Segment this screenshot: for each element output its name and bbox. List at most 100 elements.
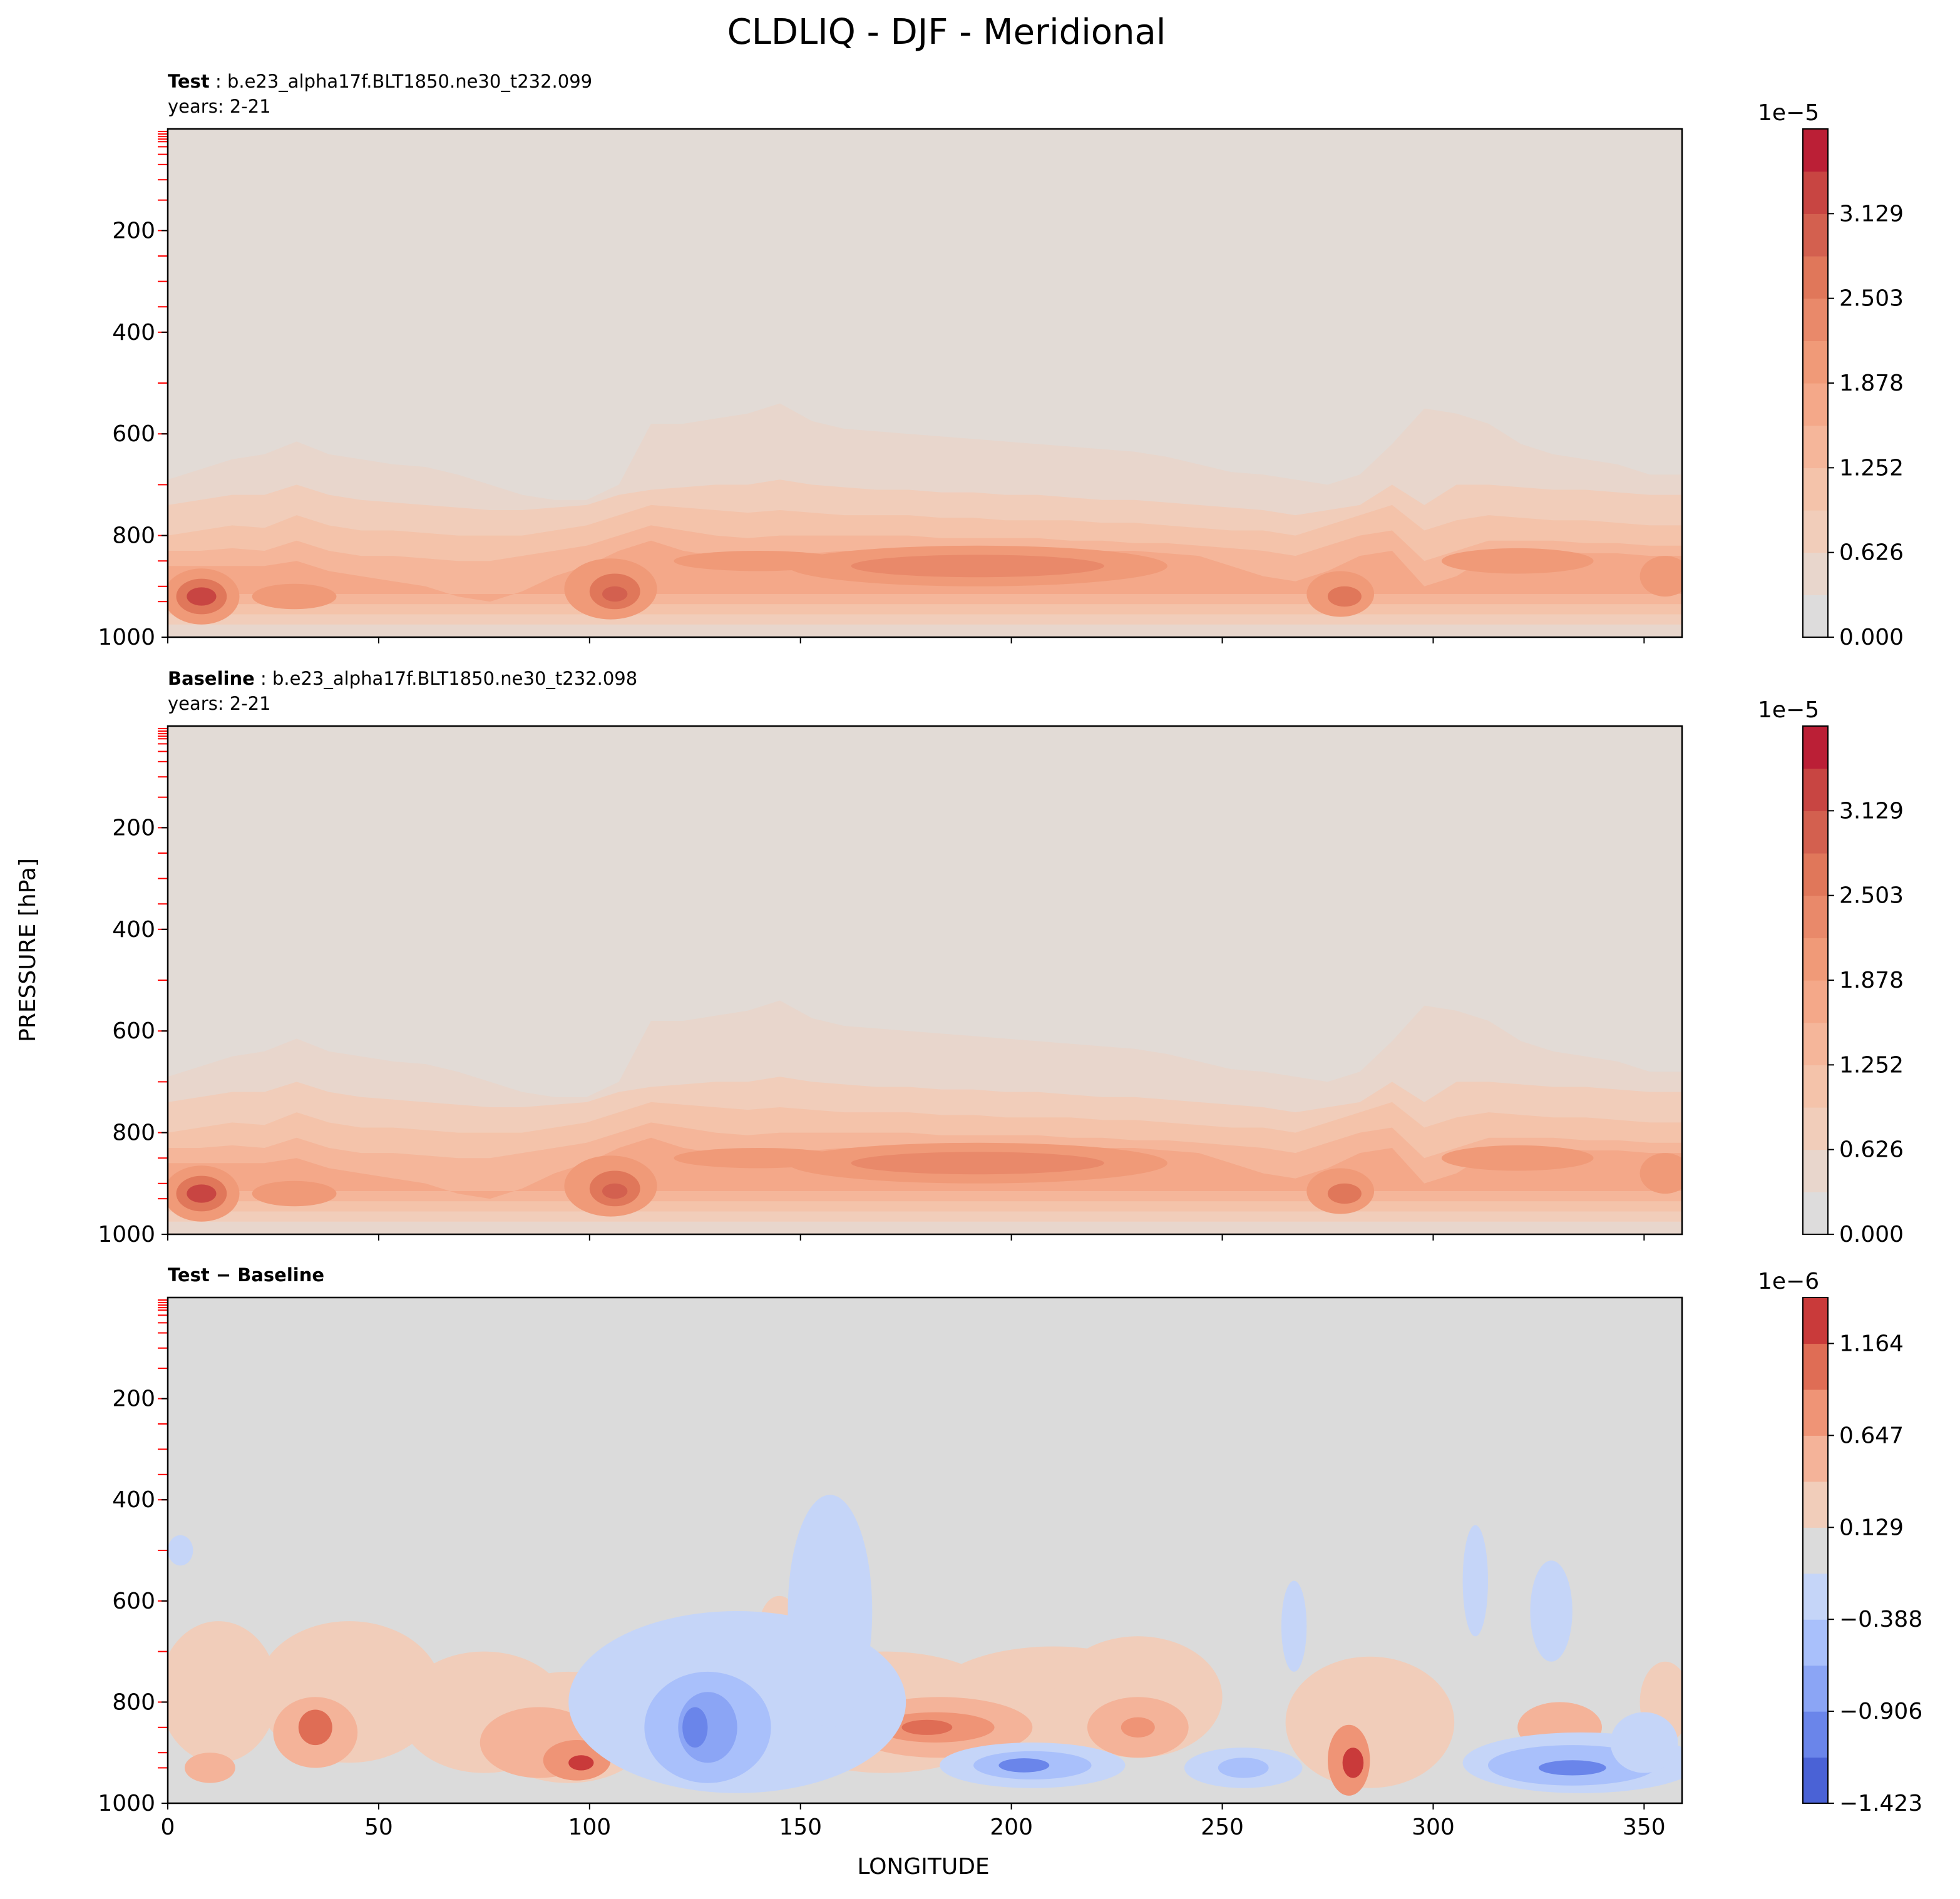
- colorbar-segment: [1803, 468, 1828, 511]
- contour-spot-4: [252, 1180, 337, 1207]
- panel-title-case: : b.e23_alpha17f.BLT1850.ne30_t232.099: [210, 71, 592, 92]
- panel-baseline: 200 400 600 800 1000 Baseline : b.e23_alpha17…: [98, 668, 1904, 1247]
- panel-subtitle: years: 2-21: [168, 693, 271, 714]
- colorbar-segment: [1803, 383, 1828, 426]
- contour-spot-20: [901, 1719, 953, 1735]
- contour-spot-42: [1610, 1712, 1678, 1773]
- y-tick-label: 400: [112, 917, 155, 943]
- colorbar-segment: [1803, 1065, 1828, 1108]
- colorbar-tick-label: −1.423: [1839, 1791, 1922, 1816]
- colorbar-scale-label: 1e−5: [1758, 697, 1819, 723]
- colorbar-scale-label: 1e−6: [1758, 1269, 1819, 1294]
- contour-fill: [168, 1495, 1682, 1796]
- contour-spot-24: [1342, 1748, 1364, 1778]
- colorbar-tick-label: −0.388: [1839, 1607, 1922, 1632]
- colorbar-tick-label: 0.647: [1839, 1423, 1904, 1448]
- panel-title-case: : b.e23_alpha17f.BLT1850.ne30_t232.098: [255, 668, 637, 689]
- contour-spot-10: [851, 555, 1104, 578]
- contour-spot-33: [998, 1758, 1050, 1773]
- colorbar-segment: [1803, 595, 1828, 638]
- colorbar-segment: [1803, 340, 1828, 384]
- colorbar-segment: [1803, 1573, 1828, 1620]
- contour-spot-36: [1281, 1580, 1307, 1672]
- y-tick-label: 1000: [98, 625, 155, 650]
- y-tick-label: 600: [112, 1589, 155, 1614]
- panel-test: 200 400 600 800 1000 Test : b.e23_alpha17f.BL…: [98, 71, 1904, 650]
- contour-spot-41: [1538, 1760, 1606, 1776]
- y-tick-label: 200: [112, 218, 155, 243]
- contour-spot-13: [1441, 548, 1594, 574]
- contour-spot-3: [187, 587, 217, 606]
- contour-spot-17: [568, 1755, 594, 1771]
- y-tick-label: 400: [112, 320, 155, 346]
- contour-spot-1: [168, 1535, 193, 1566]
- contour-spot-14: [1639, 556, 1682, 597]
- y-tick-label: 400: [112, 1487, 155, 1513]
- y-tick-label: 800: [112, 523, 155, 549]
- colorbar-segment: [1803, 768, 1828, 811]
- contour-spot-4: [252, 583, 337, 610]
- panel-title-bold: Test − Baseline: [168, 1264, 324, 1286]
- panel-title: Test − Baseline: [168, 1264, 324, 1286]
- contour-spot-13: [1441, 1145, 1594, 1171]
- colorbar-segment: [1803, 129, 1828, 172]
- figure-title: CLDLIQ - DJF - Meridional: [727, 12, 1166, 53]
- colorbar-segment: [1803, 1389, 1828, 1436]
- contour-spot-3: [187, 1184, 217, 1203]
- colorbar: −1.423 −0.906 −0.388 0.129 0.647 1.164 1e−6: [1758, 1269, 1922, 1816]
- x-tick-label: 50: [364, 1815, 393, 1840]
- colorbar-segment: [1803, 1107, 1828, 1150]
- y-axis-label: PRESSURE [hPa]: [15, 858, 41, 1042]
- colorbar-segment: [1803, 726, 1828, 769]
- colorbar-scale-label: 1e−5: [1758, 100, 1819, 126]
- colorbar-segment: [1803, 1527, 1828, 1574]
- x-tick-label: 0: [161, 1815, 175, 1840]
- colorbar-tick-label: 0.129: [1839, 1515, 1904, 1540]
- colorbar-segment: [1803, 552, 1828, 595]
- contour-spot-12: [1327, 586, 1362, 607]
- colorbar-segment: [1803, 1149, 1828, 1192]
- y-tick-label: 600: [112, 1018, 155, 1044]
- colorbar-tick-label: 0.626: [1839, 1137, 1904, 1163]
- colorbar-segment: [1803, 1022, 1828, 1065]
- colorbar-segment: [1803, 213, 1828, 257]
- colorbar-segment: [1803, 1665, 1828, 1712]
- panel-title-bold: Baseline: [168, 668, 255, 689]
- x-tick-label: 200: [990, 1815, 1033, 1840]
- y-tick-label: 800: [112, 1120, 155, 1146]
- plot-frame: [167, 725, 1683, 1236]
- contour-spot-37: [1462, 1525, 1488, 1637]
- contour-spot-12: [1327, 1183, 1362, 1204]
- x-tick-label: 350: [1623, 1815, 1666, 1840]
- x-tick-label: 250: [1201, 1815, 1244, 1840]
- y-tick-label: 600: [112, 421, 155, 447]
- colorbar-tick-label: 0.000: [1839, 625, 1904, 650]
- colorbar-segment: [1803, 510, 1828, 553]
- contour-fill: [168, 403, 1682, 637]
- panel-title: Test : b.e23_alpha17f.BLT1850.ne30_t232.…: [168, 71, 592, 92]
- colorbar-segment: [1803, 171, 1828, 214]
- contour-spot-7: [602, 1183, 628, 1199]
- contour-spot-7: [602, 586, 628, 602]
- colorbar-segment: [1803, 895, 1828, 938]
- panel-title-bold: Test: [168, 71, 210, 92]
- y-tick-label: 800: [112, 1689, 155, 1715]
- colorbar-segment: [1803, 811, 1828, 854]
- contour-spot-2: [168, 1621, 278, 1763]
- colorbar-segment: [1803, 853, 1828, 896]
- colorbar-tick-label: 1.878: [1839, 968, 1904, 993]
- colorbar-tick-label: 1.252: [1839, 1052, 1904, 1078]
- colorbar: 0.000 0.626 1.252 1.878 2.503 3.129 1e−5: [1758, 697, 1904, 1247]
- colorbar-tick-label: 1.164: [1839, 1331, 1904, 1356]
- colorbar-segment: [1803, 1481, 1828, 1528]
- colorbar-segment: [1803, 1343, 1828, 1390]
- colorbar-segment: [1803, 938, 1828, 981]
- colorbar-tick-label: 2.503: [1839, 883, 1904, 909]
- y-tick-label: 200: [112, 815, 155, 841]
- plot-frame: [167, 128, 1683, 638]
- colorbar-tick-label: 1.252: [1839, 455, 1904, 481]
- x-tick-label: 100: [568, 1815, 611, 1840]
- contour-spot-30: [682, 1707, 708, 1748]
- colorbar-frame: [1802, 1297, 1829, 1804]
